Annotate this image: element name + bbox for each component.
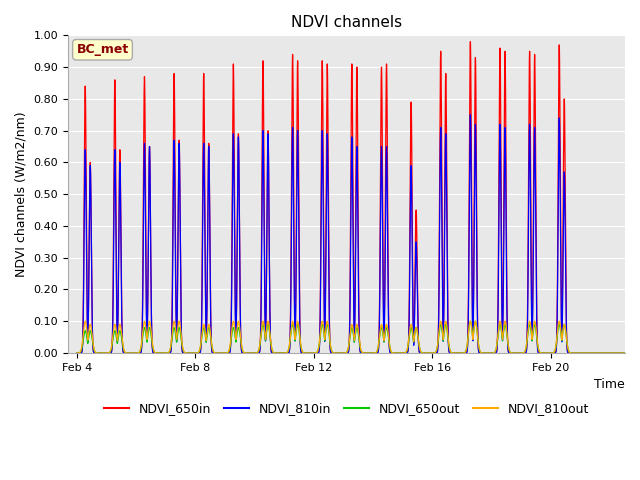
NDVI_810out (73, 350, 81, 356)
Title: NDVI channels: NDVI channels (291, 15, 402, 30)
Y-axis label: NDVI channels (W/m2/nm): NDVI channels (W/m2/nm) (15, 111, 28, 277)
NDVI_650in (73, 350, 81, 356)
NDVI_650in (614, 350, 621, 356)
NDVI_810in (621, 350, 629, 356)
NDVI_650in (423, 350, 431, 356)
NDVI_810in (620, 350, 628, 356)
NDVI_650in (620, 350, 628, 356)
NDVI_650out (564, 348, 572, 353)
NDVI_650out (73, 350, 81, 356)
NDVI_650in (467, 39, 474, 45)
NDVI_810out (564, 348, 572, 353)
NDVI_650out (423, 350, 431, 356)
NDVI_650out (549, 350, 557, 356)
Legend: NDVI_650in, NDVI_810in, NDVI_650out, NDVI_810out: NDVI_650in, NDVI_810in, NDVI_650out, NDV… (99, 397, 594, 420)
NDVI_650in (621, 350, 629, 356)
NDVI_650out (620, 350, 628, 356)
NDVI_810in (600, 350, 608, 356)
NDVI_810out (549, 350, 557, 356)
NDVI_810out (620, 350, 628, 356)
NDVI_810in (73, 350, 81, 356)
NDVI_810in (319, 228, 327, 233)
Line: NDVI_650out: NDVI_650out (77, 321, 625, 353)
NDVI_810out (423, 350, 431, 356)
NDVI_810out (621, 350, 629, 356)
Line: NDVI_650in: NDVI_650in (77, 42, 625, 353)
NDVI_650in (600, 350, 608, 356)
NDVI_650out (467, 318, 474, 324)
Line: NDVI_810out: NDVI_810out (77, 321, 625, 353)
NDVI_810out (614, 350, 621, 356)
NDVI_650out (319, 326, 327, 332)
X-axis label: Time: Time (595, 378, 625, 391)
NDVI_810in (614, 350, 621, 356)
NDVI_810in (564, 350, 572, 356)
NDVI_650in (319, 189, 327, 194)
NDVI_810in (423, 350, 431, 356)
NDVI_650out (614, 350, 621, 356)
NDVI_810out (81, 318, 89, 324)
NDVI_810in (549, 350, 557, 356)
NDVI_810in (467, 112, 474, 118)
NDVI_650out (621, 350, 629, 356)
NDVI_810out (319, 324, 327, 329)
Text: BC_met: BC_met (76, 43, 129, 56)
Line: NDVI_810in: NDVI_810in (77, 115, 625, 353)
NDVI_650in (549, 350, 557, 356)
NDVI_650in (564, 350, 572, 356)
